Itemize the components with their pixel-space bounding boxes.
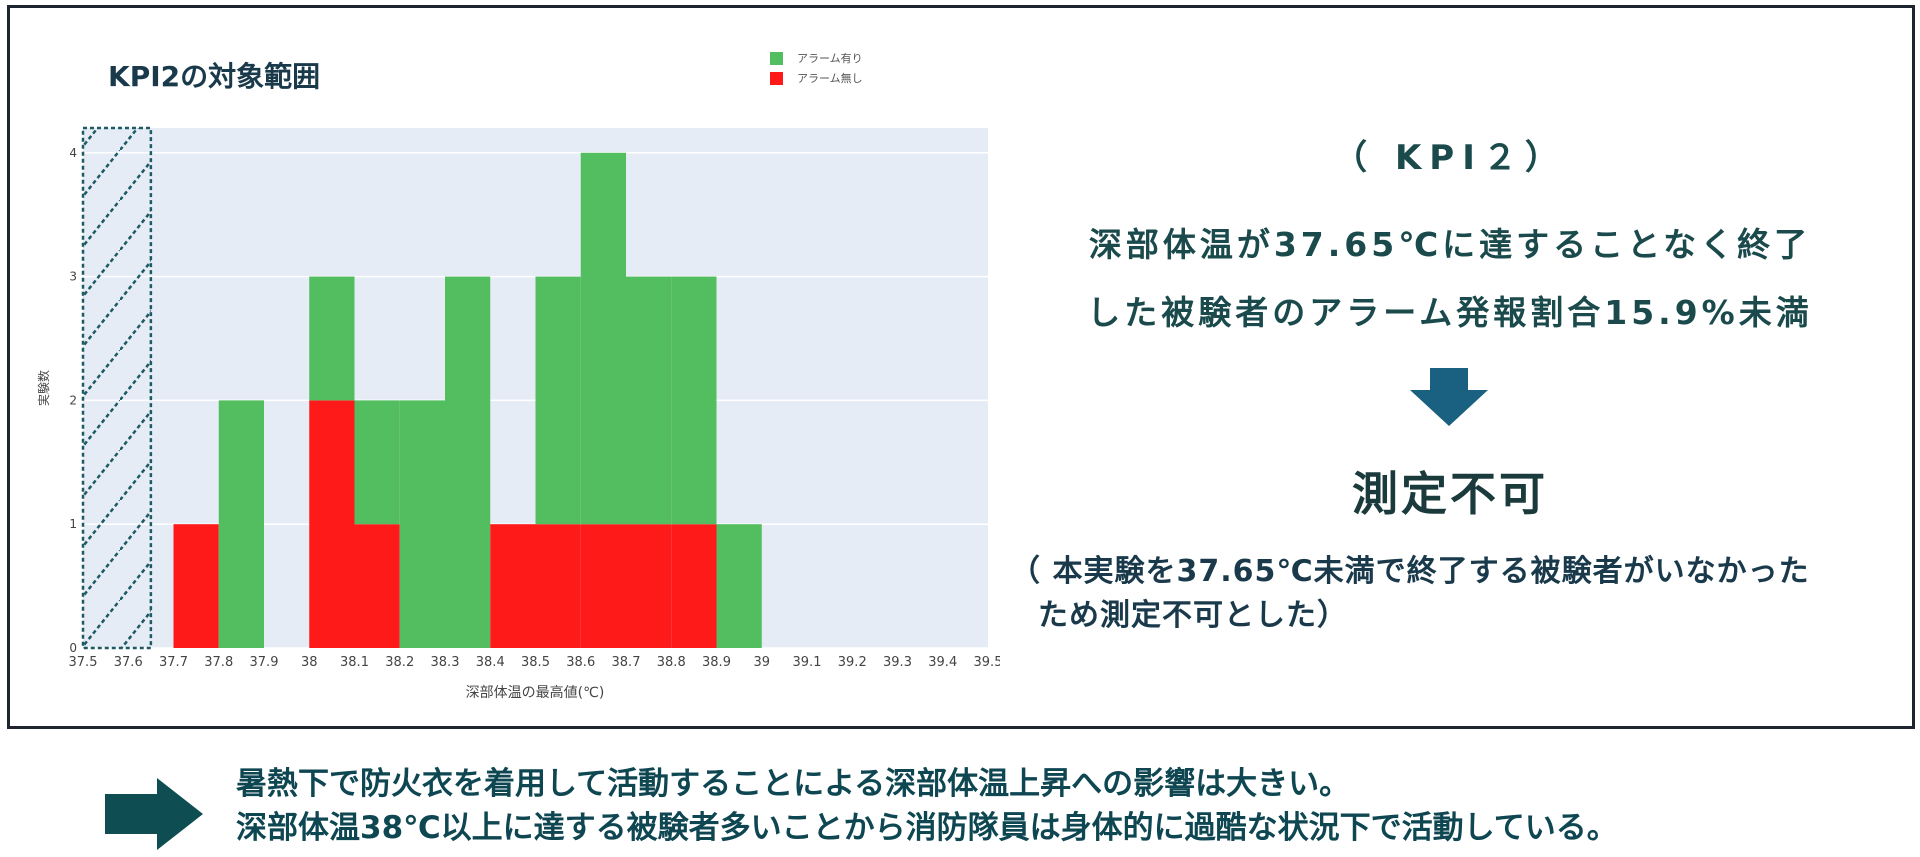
x-tick-label: 37.9 — [250, 655, 279, 670]
chart-legend: アラーム有り アラーム無し — [770, 48, 863, 88]
x-tick-label: 37.5 — [69, 655, 98, 670]
x-tick-label: 39 — [753, 655, 770, 670]
legend-swatch-alarm-off — [770, 71, 783, 85]
y-tick-label: 1 — [69, 517, 77, 531]
conclusion-line-2: 深部体温38℃以上に達する被験者多いことから消防隊員は身体的に過酷な状況下で活動… — [236, 810, 1618, 846]
y-tick-label: 3 — [69, 270, 77, 284]
x-tick-label: 39.3 — [883, 655, 912, 670]
x-tick-label: 39.4 — [928, 655, 957, 670]
legend-item-alarm-on: アラーム有り — [770, 48, 863, 68]
figure-frame — [7, 5, 1915, 729]
bar-alarm-on — [399, 400, 445, 648]
x-tick-label: 37.7 — [159, 655, 188, 670]
histogram-chart: 37.5 37.6 37.7 37.8 37.9 38 38.1 38.2 38.3 38.4 38… — [36, 126, 1000, 701]
condition-line-2: した被験者のアラーム発報割合15.9%未満 — [1087, 293, 1813, 332]
conclusion-text: 暑熱下で防火衣を着用して活動することによる深部体温上昇への影響は大きい。 深部体… — [236, 762, 1618, 850]
bar-alarm-off — [490, 524, 536, 648]
bar-alarm-off — [535, 524, 581, 648]
x-tick-label: 38.6 — [566, 655, 595, 670]
x-tick-label: 38.1 — [340, 655, 369, 670]
bar-alarm-on — [671, 276, 717, 525]
bar-alarm-off — [354, 524, 400, 648]
result-text: 測定不可 — [1352, 467, 1548, 521]
bar-alarm-on — [535, 276, 581, 525]
x-tick-label: 37.8 — [204, 655, 233, 670]
arrow-right-icon — [105, 778, 203, 850]
conclusion-line-1: 暑熱下で防火衣を着用して活動することによる深部体温上昇への影響は大きい。 — [236, 766, 1351, 802]
x-tick-label: 39.1 — [793, 655, 822, 670]
bar-alarm-on — [716, 524, 762, 648]
x-tick-label: 39.5 — [974, 655, 1000, 670]
x-tick-label: 39.2 — [838, 655, 867, 670]
kpi-heading: （ KPI２） — [1333, 138, 1567, 178]
bar-alarm-on — [445, 276, 491, 648]
x-tick-label: 38.9 — [702, 655, 731, 670]
legend-swatch-alarm-on — [770, 51, 783, 65]
bar-alarm-off — [173, 524, 219, 648]
bar-alarm-on — [580, 152, 626, 525]
excluded-region — [81, 126, 153, 650]
legend-item-alarm-off: アラーム無し — [770, 68, 863, 88]
condition-line-1: 深部体温が37.65℃に達することなく終了 — [1088, 225, 1812, 264]
note-line-2: ため測定不可とした） — [1038, 598, 1348, 633]
legend-label-alarm-off: アラーム無し — [797, 72, 863, 85]
x-tick-label: 37.6 — [114, 655, 143, 670]
x-axis-label: 深部体温の最高値(℃) — [466, 684, 605, 701]
y-tick-label: 2 — [69, 393, 77, 407]
bar-alarm-off — [626, 524, 672, 648]
x-tick-label: 38.8 — [657, 655, 686, 670]
x-tick-label: 38.5 — [521, 655, 550, 670]
y-tick-label: 0 — [69, 641, 77, 655]
chart-title: KPI2の対象範囲 — [108, 60, 321, 93]
legend-label-alarm-on: アラーム有り — [797, 52, 863, 65]
x-tick-label: 38 — [301, 655, 318, 670]
y-axis-label: 実験数 — [36, 370, 51, 406]
bar-alarm-off — [309, 400, 355, 648]
bar-alarm-on — [626, 276, 672, 525]
bar-alarm-on — [218, 400, 264, 648]
bar-alarm-off — [671, 524, 717, 648]
x-tick-label: 38.4 — [476, 655, 505, 670]
x-tick-label: 38.3 — [431, 655, 460, 670]
bar-alarm-on — [354, 400, 400, 525]
y-tick-label: 4 — [69, 146, 77, 160]
x-tick-label: 38.7 — [612, 655, 641, 670]
x-tick-label: 38.2 — [385, 655, 414, 670]
arrow-down-icon — [1410, 368, 1488, 426]
bar-alarm-on — [309, 276, 355, 401]
note-line-1: （ 本実験を37.65℃未満で終了する被験者がいなかった — [1010, 554, 1810, 589]
note-text: （ 本実験を37.65℃未満で終了する被験者がいなかった ため測定不可とした） — [1010, 550, 1910, 638]
bar-alarm-off — [580, 524, 626, 648]
